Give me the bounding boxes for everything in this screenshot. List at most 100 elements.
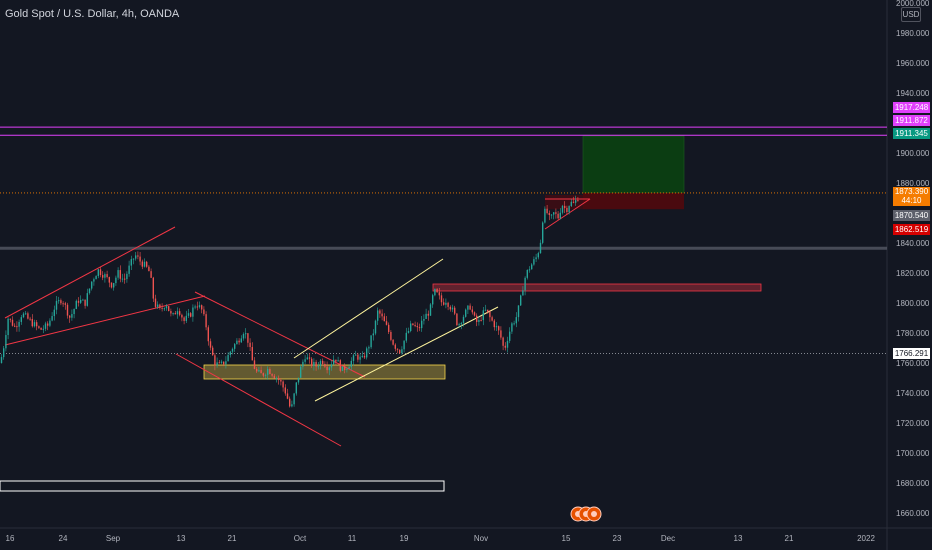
candle-body xyxy=(513,323,514,324)
candle-body xyxy=(454,308,455,314)
candle-body xyxy=(331,364,332,367)
candle-body xyxy=(230,352,231,355)
price-axis-label-value: 1911.345 xyxy=(895,129,928,138)
candle-body xyxy=(87,293,88,306)
candle-body xyxy=(179,311,180,315)
candle-body xyxy=(375,321,376,334)
candle-body xyxy=(32,319,33,326)
candle-body xyxy=(34,322,35,326)
candle-body xyxy=(483,310,484,320)
candle-body xyxy=(307,357,308,359)
candle-body xyxy=(315,362,316,367)
candle-body xyxy=(225,361,226,364)
candle-body xyxy=(379,310,380,313)
candle-body xyxy=(155,299,156,307)
candle-body xyxy=(212,348,213,356)
candle-body xyxy=(265,375,266,376)
candle-body xyxy=(137,255,138,256)
candle-body xyxy=(428,314,429,316)
x-tick-label: 23 xyxy=(613,534,622,543)
candle-body xyxy=(287,393,288,398)
candle-body xyxy=(254,360,255,369)
candle-body xyxy=(419,327,420,328)
candle-body xyxy=(49,321,50,326)
candle-body xyxy=(221,362,222,363)
y-tick-label: 1960.000 xyxy=(896,59,930,68)
candle-body xyxy=(166,306,167,308)
candle-body xyxy=(128,266,129,274)
candle-body xyxy=(153,278,154,299)
candle-body xyxy=(414,325,415,326)
x-tick-label: 21 xyxy=(228,534,237,543)
y-tick-label: 1660.000 xyxy=(896,509,930,518)
candle-body xyxy=(507,341,508,348)
candle-body xyxy=(60,300,61,303)
candle-body xyxy=(509,332,510,341)
candle-body xyxy=(346,369,347,370)
candle-body xyxy=(551,215,552,216)
candle-body xyxy=(421,321,422,328)
candle-body xyxy=(27,313,28,318)
candle-body xyxy=(98,269,99,276)
candle-body xyxy=(408,331,409,333)
candle-body xyxy=(172,313,173,314)
candle-body xyxy=(555,212,556,214)
candle-body xyxy=(263,373,264,375)
candle-body xyxy=(491,317,492,320)
candle-body xyxy=(353,355,354,361)
candle-body xyxy=(247,333,248,343)
candle-body xyxy=(82,300,83,301)
candle-body xyxy=(80,300,81,303)
candle-body xyxy=(243,334,244,338)
candle-body xyxy=(124,279,125,280)
bar-countdown: 44:10 xyxy=(901,196,921,205)
candle-body xyxy=(161,308,162,309)
candle-body xyxy=(362,356,363,357)
candle-body xyxy=(524,278,525,290)
candle-body xyxy=(199,305,200,307)
candle-body xyxy=(320,361,321,366)
candle-body xyxy=(461,323,462,324)
x-tick-label: 24 xyxy=(59,534,68,543)
candle-body xyxy=(289,399,290,407)
x-tick-label: 21 xyxy=(785,534,794,543)
price-axis-label: 1766.291 xyxy=(893,348,930,359)
candle-body xyxy=(439,292,440,295)
candle-body xyxy=(5,335,6,348)
price-axis-label: 1911.345 xyxy=(893,128,930,139)
demand-zone xyxy=(204,365,445,379)
candle-body xyxy=(333,360,334,364)
price-axis-label-value: 1870.540 xyxy=(895,211,928,220)
x-tick-label: 13 xyxy=(734,534,743,543)
candle-body xyxy=(522,290,523,295)
currency-button[interactable]: USD xyxy=(901,7,921,22)
candle-body xyxy=(370,335,371,347)
x-tick-label: Nov xyxy=(474,534,488,543)
candle-body xyxy=(406,333,407,341)
y-tick-label: 1780.000 xyxy=(896,329,930,338)
y-tick-label: 1800.000 xyxy=(896,299,930,308)
candle-body xyxy=(432,295,433,304)
candle-body xyxy=(538,253,539,257)
loss-zone xyxy=(583,193,684,209)
symbol-title[interactable]: Gold Spot / U.S. Dollar, 4h, OANDA xyxy=(5,8,179,20)
candle-body xyxy=(544,209,545,223)
candle-body xyxy=(36,322,37,326)
candle-body xyxy=(274,376,275,378)
candle-body xyxy=(122,279,123,280)
candle-body xyxy=(186,316,187,321)
candle-body xyxy=(487,310,488,312)
candle-body xyxy=(188,313,189,316)
candle-body xyxy=(502,338,503,346)
candle-body xyxy=(271,374,272,376)
candle-body xyxy=(324,364,325,367)
candle-body xyxy=(276,378,277,379)
candle-body xyxy=(51,316,52,321)
candle-body xyxy=(575,200,576,203)
candle-body xyxy=(335,360,336,362)
candle-body xyxy=(410,324,411,331)
candle-body xyxy=(241,338,242,342)
candle-body xyxy=(117,270,118,278)
